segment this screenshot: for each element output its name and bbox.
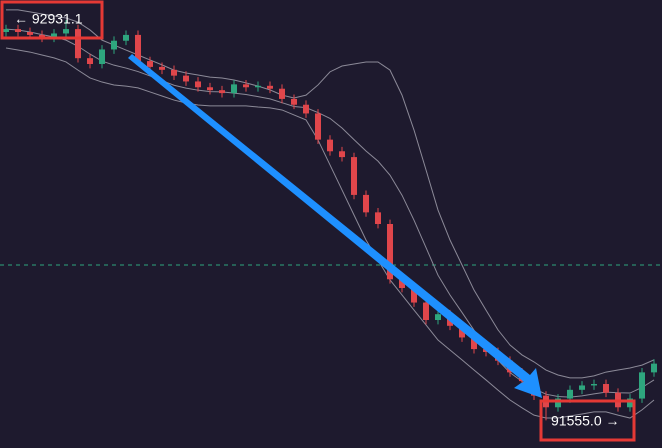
trend-arrow — [128, 54, 542, 398]
candle-body — [267, 85, 273, 89]
candle-body — [15, 29, 21, 32]
candle-body — [603, 384, 609, 393]
candle-body — [315, 113, 321, 140]
annotation: 91555.0 → — [551, 413, 620, 429]
candle-body — [51, 33, 57, 38]
candle-body — [195, 81, 201, 88]
candle-body — [123, 34, 129, 41]
candle-body — [111, 40, 117, 50]
candle-body — [339, 151, 345, 158]
candle-body — [579, 385, 585, 390]
candle-body — [411, 288, 417, 303]
candle-body — [435, 314, 441, 320]
candle-body — [183, 75, 189, 82]
candle-body — [591, 384, 597, 386]
candle-body — [399, 279, 405, 288]
candle-body — [291, 98, 297, 105]
candle-body — [327, 139, 333, 152]
candle-body — [567, 389, 573, 399]
candle-body — [423, 302, 429, 320]
annotation-box — [0, 0, 104, 40]
candle-body — [39, 34, 45, 38]
candle-body — [459, 325, 465, 338]
candle-body — [243, 84, 249, 88]
candle-body — [3, 29, 9, 32]
annotation-box — [539, 399, 636, 442]
candle-body — [639, 372, 645, 399]
candle-body — [147, 61, 153, 67]
candle-body — [651, 363, 657, 373]
candle-body — [171, 69, 177, 76]
candle-body — [135, 34, 141, 62]
candle-body — [303, 104, 309, 114]
candle-body — [255, 85, 261, 88]
candle-body — [363, 194, 369, 213]
candle-body — [27, 32, 33, 35]
candle-body — [219, 90, 225, 94]
candle-body — [387, 224, 393, 280]
candles — [3, 20, 657, 421]
candle-body — [555, 398, 561, 408]
candle-body — [207, 87, 213, 91]
candle-body — [351, 157, 357, 195]
candle-body — [231, 84, 237, 94]
candle-body — [75, 29, 81, 59]
candle-body — [99, 49, 105, 64]
candle-body — [63, 29, 69, 34]
candle-body — [471, 337, 477, 350]
candle-body — [627, 398, 633, 408]
candle-body — [375, 212, 381, 224]
candle-body — [159, 66, 165, 70]
annotation: ← 92931.1 — [14, 11, 83, 27]
candle-body — [279, 88, 285, 99]
candle-body — [87, 58, 93, 64]
